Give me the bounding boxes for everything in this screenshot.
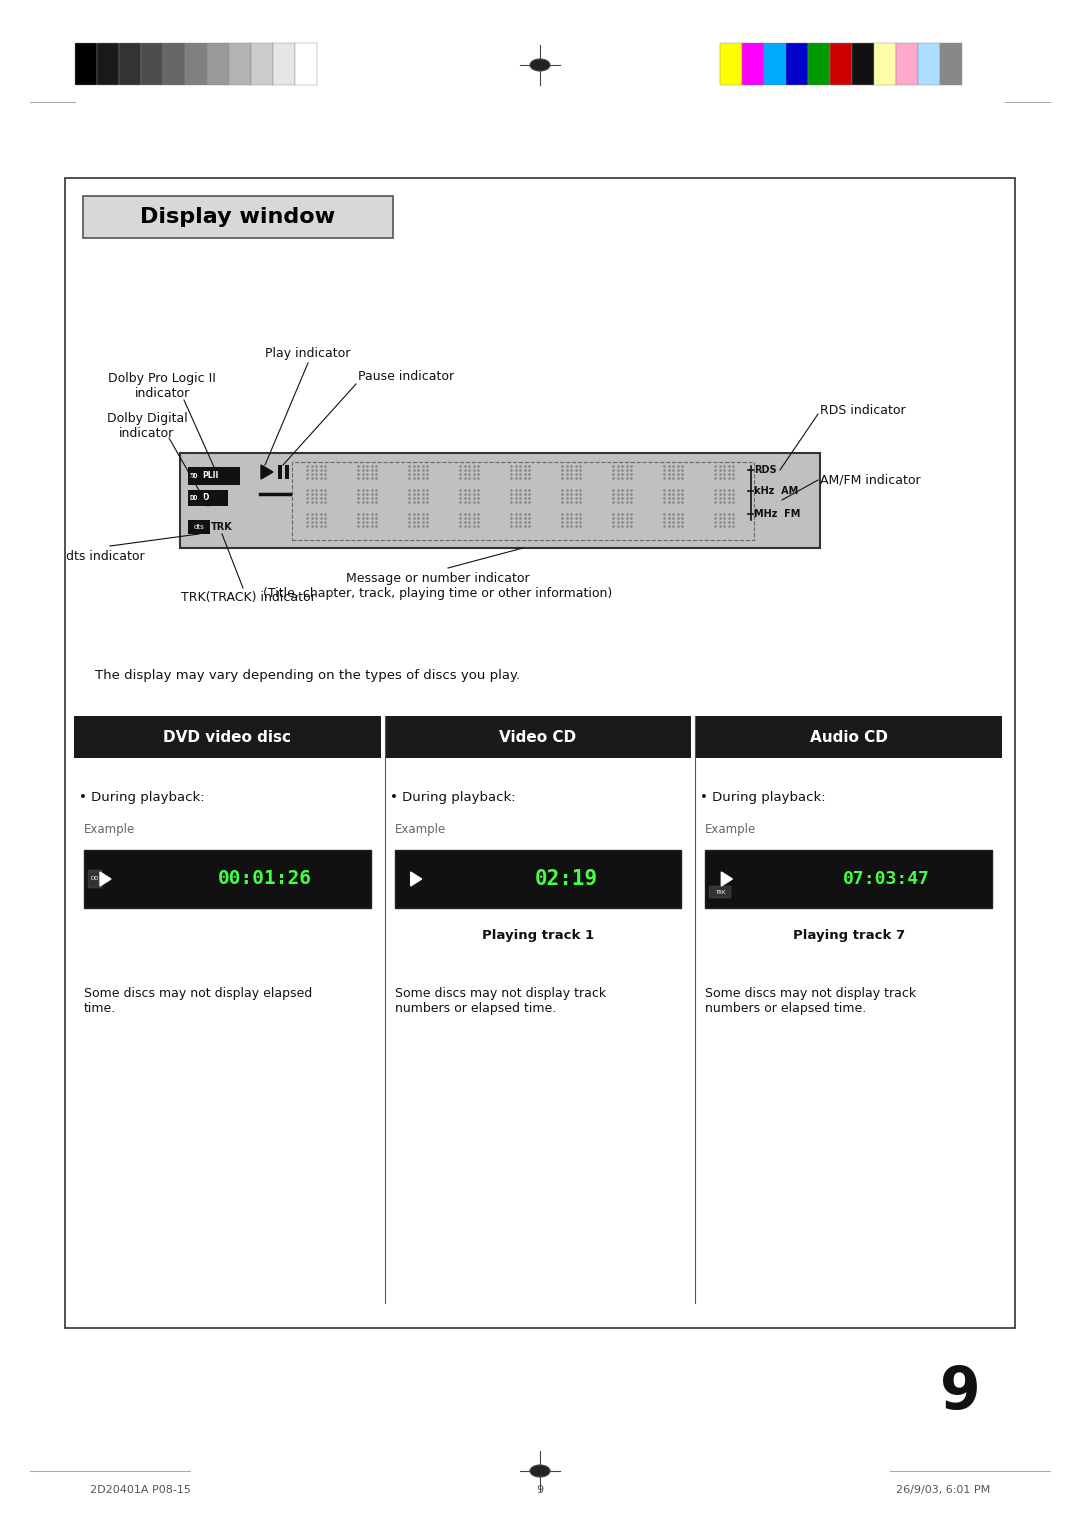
Text: RDS: RDS <box>754 465 777 475</box>
Text: dts: dts <box>193 524 204 530</box>
Text: The display may vary depending on the types of discs you play.: The display may vary depending on the ty… <box>95 669 521 683</box>
Text: TRK: TRK <box>715 889 726 894</box>
Text: 00:01:26: 00:01:26 <box>217 869 312 888</box>
Text: Example: Example <box>394 824 446 836</box>
Text: • During playback:: • During playback: <box>79 792 204 805</box>
Bar <box>84 850 370 908</box>
Bar <box>384 717 691 758</box>
Text: kHz  AM: kHz AM <box>754 486 798 497</box>
Text: MHz  FM: MHz FM <box>754 509 800 520</box>
Bar <box>75 43 97 86</box>
Bar <box>786 43 808 86</box>
Text: TRK(TRACK) indicator: TRK(TRACK) indicator <box>180 591 315 605</box>
Text: • During playback:: • During playback: <box>390 792 515 805</box>
Text: Play indicator: Play indicator <box>266 347 351 359</box>
Text: DD: DD <box>91 877 99 882</box>
Text: Some discs may not display track
numbers or elapsed time.: Some discs may not display track numbers… <box>705 987 917 1015</box>
Ellipse shape <box>530 1465 550 1478</box>
Bar <box>831 43 852 86</box>
Text: 9: 9 <box>537 1485 543 1494</box>
Text: DD: DD <box>190 474 199 478</box>
Bar <box>188 490 228 506</box>
Bar <box>852 43 874 86</box>
Text: Example: Example <box>705 824 757 836</box>
Text: Some discs may not display track
numbers or elapsed time.: Some discs may not display track numbers… <box>394 987 606 1015</box>
Bar <box>292 461 754 539</box>
Text: dts indicator: dts indicator <box>66 550 145 562</box>
Bar <box>394 850 681 908</box>
Bar <box>185 43 207 86</box>
Polygon shape <box>721 872 732 886</box>
Bar <box>163 43 185 86</box>
Text: • During playback:: • During playback: <box>700 792 826 805</box>
Text: Pause indicator: Pause indicator <box>357 370 454 382</box>
Text: DVD video disc: DVD video disc <box>163 729 292 744</box>
Bar <box>705 850 993 908</box>
Text: TRK: TRK <box>211 523 233 532</box>
Text: 07:03:47: 07:03:47 <box>842 869 930 888</box>
Bar <box>918 43 940 86</box>
Bar <box>180 452 820 549</box>
Text: 26/9/03, 6:01 PM: 26/9/03, 6:01 PM <box>895 1485 990 1494</box>
Bar <box>188 520 210 533</box>
Polygon shape <box>100 872 111 886</box>
Bar <box>742 43 764 86</box>
Polygon shape <box>261 465 273 478</box>
Text: D: D <box>202 494 208 503</box>
Bar <box>278 465 282 478</box>
Bar <box>251 43 273 86</box>
Text: Dolby Pro Logic II
indicator: Dolby Pro Logic II indicator <box>108 371 216 400</box>
Bar <box>696 717 1002 758</box>
Text: Playing track 1: Playing track 1 <box>482 929 594 943</box>
Bar <box>710 886 731 898</box>
Bar <box>720 43 742 86</box>
Text: Video CD: Video CD <box>499 729 577 744</box>
Text: RDS indicator: RDS indicator <box>820 403 906 417</box>
Bar <box>808 43 831 86</box>
Text: DD: DD <box>190 495 199 501</box>
Text: Dolby Digital
indicator: Dolby Digital indicator <box>107 413 187 440</box>
Bar <box>188 468 240 484</box>
Text: PLII: PLII <box>202 472 218 480</box>
Text: Message or number indicator
(Title, chapter, track, playing time or other inform: Message or number indicator (Title, chap… <box>264 571 612 601</box>
Text: 9: 9 <box>940 1365 981 1421</box>
Bar <box>285 465 289 478</box>
Bar <box>874 43 896 86</box>
Bar <box>83 196 393 238</box>
Text: Audio CD: Audio CD <box>810 729 888 744</box>
Bar <box>119 43 141 86</box>
Bar <box>229 43 251 86</box>
Ellipse shape <box>530 60 550 70</box>
Bar <box>896 43 918 86</box>
Bar <box>764 43 786 86</box>
Bar <box>75 717 380 758</box>
Bar <box>273 43 295 86</box>
Bar <box>97 43 119 86</box>
Bar <box>207 43 229 86</box>
Bar <box>65 177 1015 1328</box>
Text: 02:19: 02:19 <box>535 869 598 889</box>
Text: Example: Example <box>84 824 135 836</box>
Text: Some discs may not display elapsed
time.: Some discs may not display elapsed time. <box>84 987 312 1015</box>
Polygon shape <box>410 872 421 886</box>
Bar <box>87 869 102 888</box>
Bar <box>940 43 962 86</box>
Bar <box>295 43 318 86</box>
Bar <box>141 43 163 86</box>
Text: AM/FM indicator: AM/FM indicator <box>820 474 920 486</box>
Text: Playing track 7: Playing track 7 <box>793 929 905 943</box>
Text: Display window: Display window <box>140 206 336 228</box>
Text: 2D20401A P08-15: 2D20401A P08-15 <box>90 1485 191 1494</box>
